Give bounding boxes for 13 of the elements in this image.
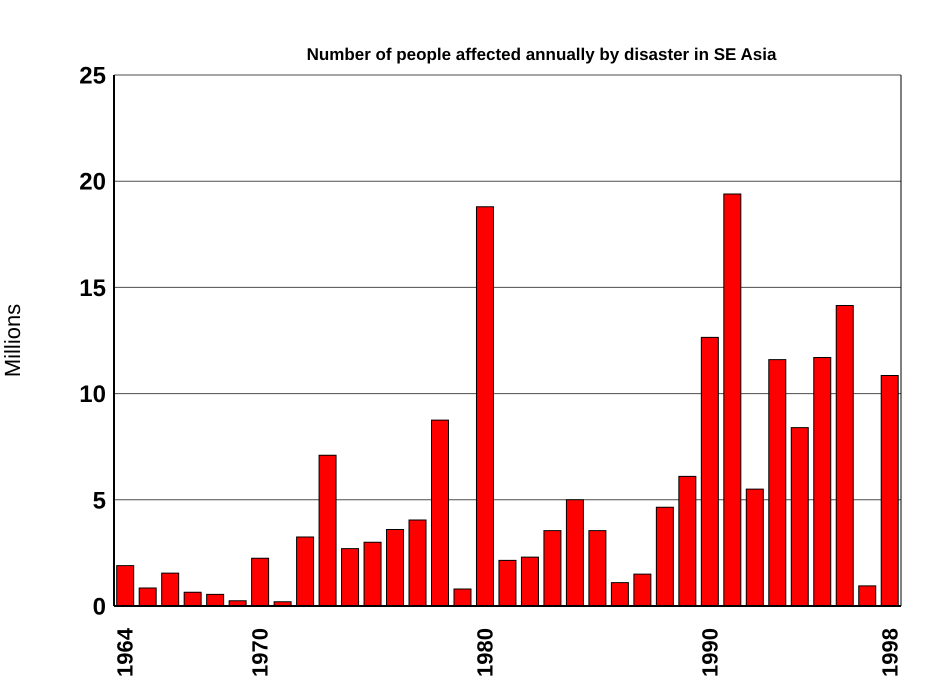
x-tick-label: 1998 bbox=[877, 628, 902, 677]
chart-title: Number of people affected annually by disaster in SE Asia bbox=[306, 45, 778, 65]
y-tick-label: 0 bbox=[92, 594, 106, 621]
y-axis-title: Millions bbox=[0, 304, 25, 378]
x-tick-label: 1990 bbox=[697, 628, 722, 677]
x-tick-label: 1970 bbox=[248, 628, 273, 677]
y-tick-label: 5 bbox=[92, 487, 106, 514]
x-tick-label: 1964 bbox=[112, 627, 138, 677]
x-tick-label: 1980 bbox=[472, 628, 498, 677]
y-tick-label: 20 bbox=[79, 168, 106, 196]
y-tick-label: 25 bbox=[79, 62, 106, 90]
y-tick-label: 15 bbox=[79, 274, 106, 302]
y-tick-label: 10 bbox=[79, 381, 106, 408]
